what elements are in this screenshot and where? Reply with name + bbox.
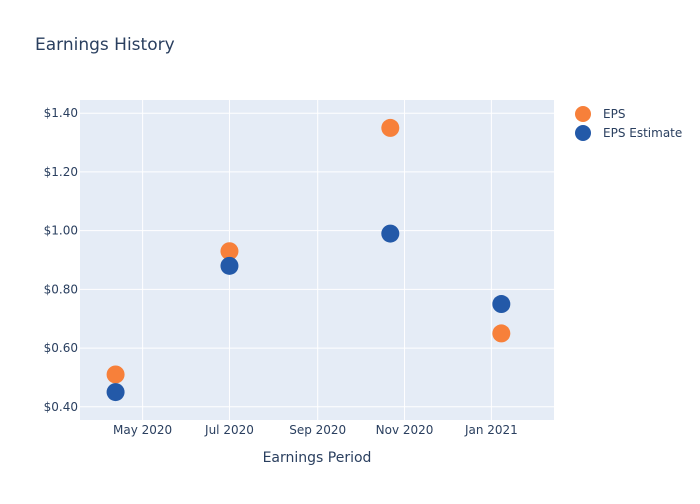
- x-tick-label: Jan 2021: [464, 423, 518, 437]
- data-points: [106, 118, 511, 402]
- data-point-eps-estimate[interactable]: [220, 256, 239, 275]
- data-point-eps-estimate[interactable]: [381, 224, 400, 243]
- data-point-eps-estimate[interactable]: [106, 383, 125, 402]
- y-tick-label: $0.80: [44, 282, 78, 296]
- legend-item-eps-estimate[interactable]: EPS Estimate: [575, 125, 682, 141]
- legend-label: EPS Estimate: [603, 126, 682, 140]
- data-point-eps[interactable]: [220, 242, 239, 261]
- data-point-eps-estimate[interactable]: [492, 295, 511, 314]
- plot-area: [80, 100, 554, 420]
- legend-label: EPS: [603, 107, 625, 121]
- y-tick-label: $1.00: [44, 224, 78, 238]
- grid-lines: [80, 100, 554, 420]
- legend-marker: [575, 125, 591, 141]
- y-tick-label: $1.20: [44, 165, 78, 179]
- y-tick-label: $0.40: [44, 400, 78, 414]
- legend[interactable]: EPS EPS Estimate: [575, 106, 682, 141]
- y-tick-label: $0.60: [44, 341, 78, 355]
- x-axis-title: Earnings Period: [263, 450, 372, 466]
- x-axis-ticks: May 2020 Jul 2020 Sep 2020 Nov 2020 Jan 2021: [113, 423, 518, 437]
- data-point-eps[interactable]: [492, 324, 511, 343]
- data-point-eps[interactable]: [381, 118, 400, 137]
- x-tick-label: Nov 2020: [376, 423, 434, 437]
- data-point-eps[interactable]: [106, 365, 125, 384]
- x-tick-label: Sep 2020: [289, 423, 346, 437]
- x-tick-label: Jul 2020: [204, 423, 254, 437]
- legend-item-eps[interactable]: EPS: [575, 106, 625, 122]
- x-tick-label: May 2020: [113, 423, 172, 437]
- y-axis-ticks: $0.40 $0.60 $0.80 $1.00 $1.20 $1.40: [44, 106, 78, 414]
- chart-title: Earnings History: [35, 35, 175, 55]
- legend-marker: [575, 106, 591, 122]
- y-tick-label: $1.40: [44, 106, 78, 120]
